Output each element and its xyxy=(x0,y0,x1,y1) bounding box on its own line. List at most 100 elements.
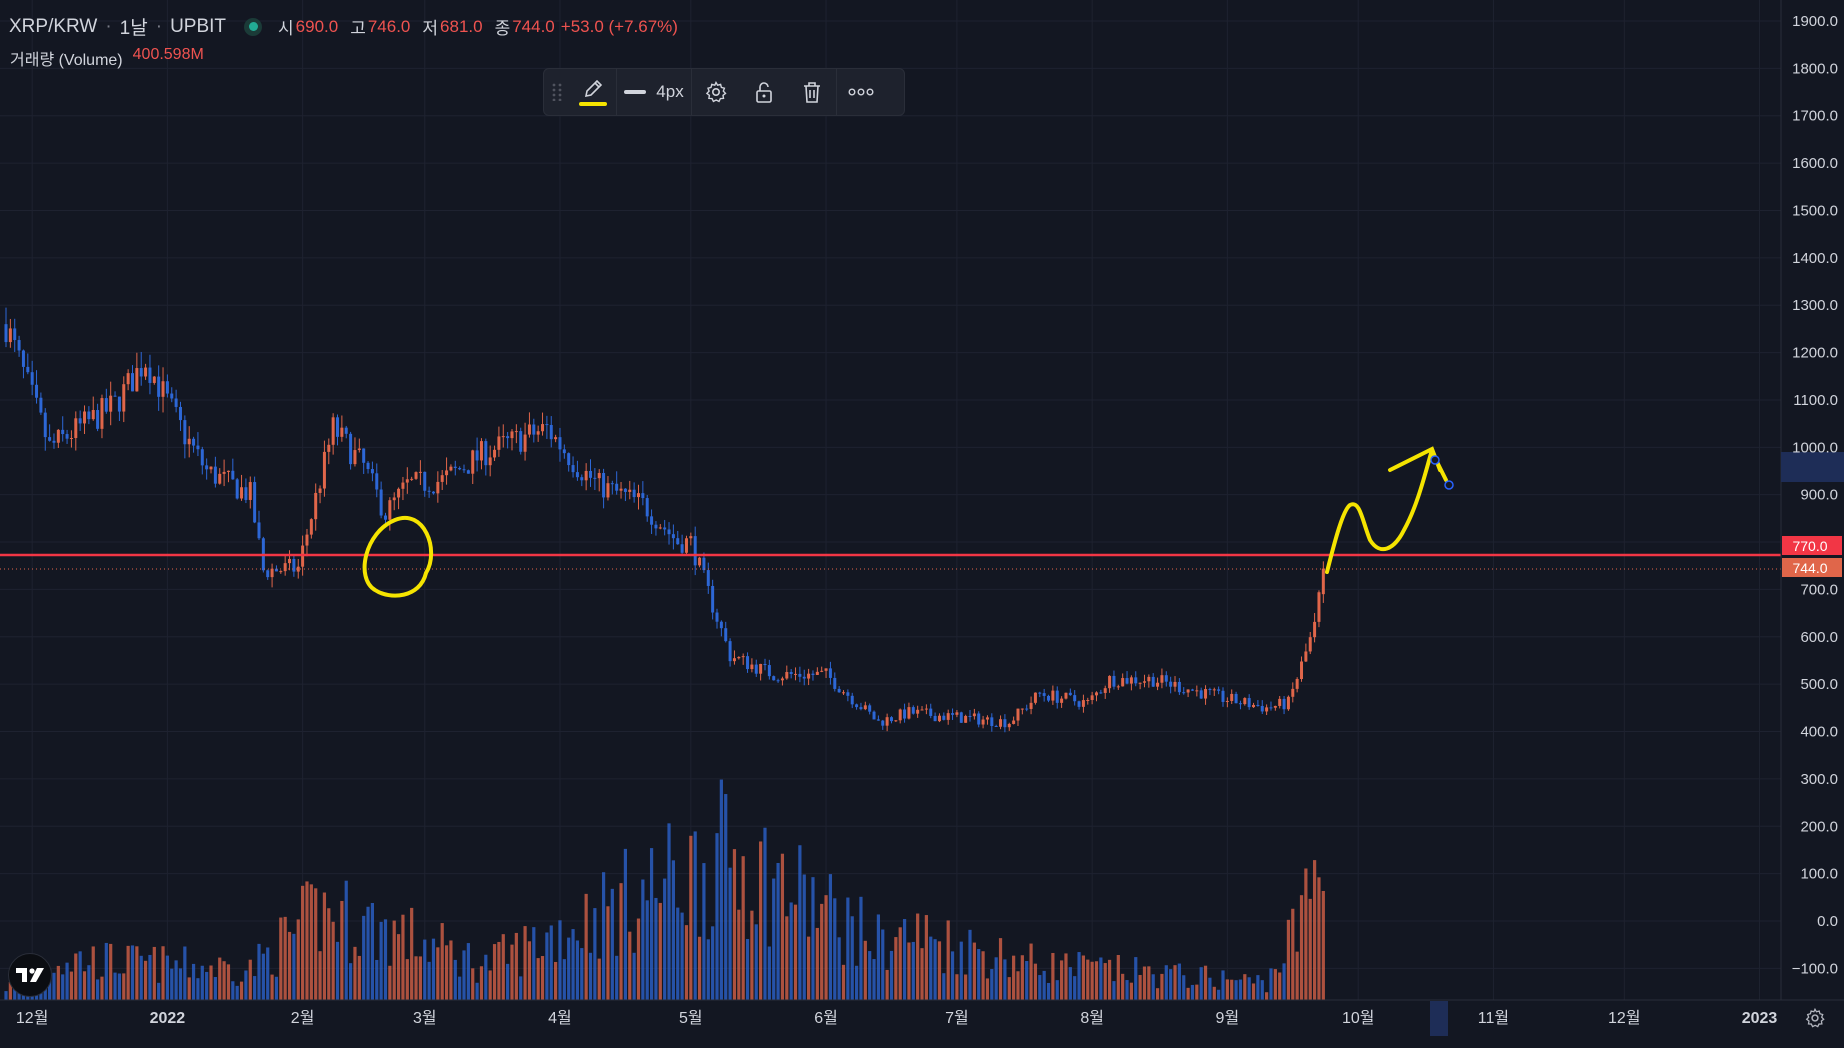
candle-body xyxy=(122,384,126,412)
volume-bar xyxy=(833,898,837,1000)
candle-body xyxy=(117,396,121,412)
volume-bar xyxy=(684,925,689,1000)
candle-body xyxy=(305,534,309,546)
volume-bar xyxy=(641,879,645,1000)
candle-body xyxy=(200,449,204,466)
candle-body xyxy=(632,489,636,498)
volume-bar xyxy=(362,915,366,1000)
volume-bar xyxy=(977,949,981,1000)
line-width-button[interactable]: 4px xyxy=(617,68,691,116)
candle-body xyxy=(1304,651,1308,662)
volume-bar xyxy=(554,961,558,1000)
separator: · xyxy=(155,15,163,37)
symbol-name[interactable]: XRP/KRW xyxy=(9,15,98,37)
candle-body xyxy=(157,376,161,397)
volume-bar xyxy=(370,903,375,1000)
volume-bar xyxy=(56,965,60,1000)
candle-body xyxy=(1212,689,1216,691)
volume-bar xyxy=(222,961,226,1000)
volume-legend[interactable]: 거래량 (Volume) 400.598M xyxy=(10,46,204,70)
candle-body xyxy=(623,488,627,492)
volume-bar xyxy=(1129,982,1133,1000)
interval-label[interactable]: 1날 xyxy=(119,18,148,39)
candle-body xyxy=(309,519,313,535)
volume-bar xyxy=(143,960,148,1000)
volume-bar xyxy=(388,965,392,1000)
volume-bar xyxy=(414,956,418,1000)
candle-body xyxy=(65,434,69,439)
more-button[interactable] xyxy=(837,68,885,116)
volume-bar xyxy=(96,979,100,1000)
volume-bar xyxy=(868,951,872,1000)
volume-bar xyxy=(772,878,776,1000)
candle-body xyxy=(506,436,510,439)
volume-bar xyxy=(711,926,715,1000)
candle-body xyxy=(283,563,287,572)
candle-body xyxy=(165,381,169,394)
symbol-legend[interactable]: XRP/KRW · 1날 · UPBIT 시 690.0 고 746.0 저 6… xyxy=(9,13,682,40)
candle-body xyxy=(205,465,209,470)
volume-bar xyxy=(235,985,239,1000)
delete-button[interactable] xyxy=(788,68,836,116)
candle-body xyxy=(1182,692,1186,694)
volume-bar xyxy=(907,942,911,1000)
volume-bar xyxy=(344,880,348,1000)
price-tick: 1300.0 xyxy=(1792,297,1838,314)
drag-handle-icon[interactable] xyxy=(544,68,570,116)
volume-bar xyxy=(466,943,470,1000)
volume-bar xyxy=(4,991,8,1000)
candle-body xyxy=(859,707,863,710)
candle-body xyxy=(1138,682,1142,684)
volume-bar xyxy=(1068,967,1072,1000)
candle-body xyxy=(318,488,322,493)
candle-body xyxy=(855,704,859,708)
candle-body xyxy=(427,490,431,492)
candle-body xyxy=(1103,688,1107,693)
volume-bar xyxy=(506,963,510,1000)
volume-bar xyxy=(916,913,920,1000)
volume-bar xyxy=(767,946,771,1000)
volume-bar xyxy=(449,940,453,1000)
volume-bar xyxy=(183,946,187,1000)
line-width-label: 4px xyxy=(656,82,684,101)
chart-settings-icon[interactable] xyxy=(1802,1005,1828,1031)
settings-button[interactable] xyxy=(692,68,740,116)
candle-body xyxy=(1282,698,1286,710)
time-tick: 8월 xyxy=(1080,1009,1104,1027)
candle-body xyxy=(431,491,435,494)
candle-series xyxy=(4,307,1325,733)
volume-bar xyxy=(667,823,671,1000)
candle-body xyxy=(183,420,187,445)
volume-bar xyxy=(270,974,274,1000)
volume-bar xyxy=(567,937,571,1000)
volume-bar xyxy=(1190,984,1195,1000)
volume-bar xyxy=(1138,974,1142,1000)
volume-bar xyxy=(580,948,584,1000)
lock-button[interactable] xyxy=(740,68,788,116)
candle-body xyxy=(667,529,671,535)
volume-bar xyxy=(850,916,854,1000)
volume-bar xyxy=(122,973,126,1000)
price-tick: 700.0 xyxy=(1800,581,1838,598)
volume-bar xyxy=(815,927,819,1000)
volume-bar xyxy=(615,955,619,1000)
volume-bar xyxy=(410,907,414,1000)
tradingview-logo-icon[interactable] xyxy=(8,953,52,997)
time-tick: 2023 xyxy=(1742,1010,1778,1027)
candle-body xyxy=(148,367,152,383)
line-color-button[interactable] xyxy=(570,68,616,116)
candle-body xyxy=(170,393,174,399)
volume-bar xyxy=(1007,977,1011,1000)
volume-label[interactable]: 거래량 (Volume) xyxy=(10,52,123,69)
exchange-label[interactable]: UPBIT xyxy=(170,15,227,37)
candle-body xyxy=(109,395,113,412)
volume-bar xyxy=(1225,979,1229,1000)
volume-bar xyxy=(209,965,213,1000)
candle-body xyxy=(1308,637,1312,652)
price-tick: 1700.0 xyxy=(1792,108,1838,125)
volume-bar xyxy=(1321,890,1325,1000)
price-tick: −100.0 xyxy=(1792,960,1838,977)
volume-bar xyxy=(985,978,990,1000)
candle-body xyxy=(933,715,937,722)
